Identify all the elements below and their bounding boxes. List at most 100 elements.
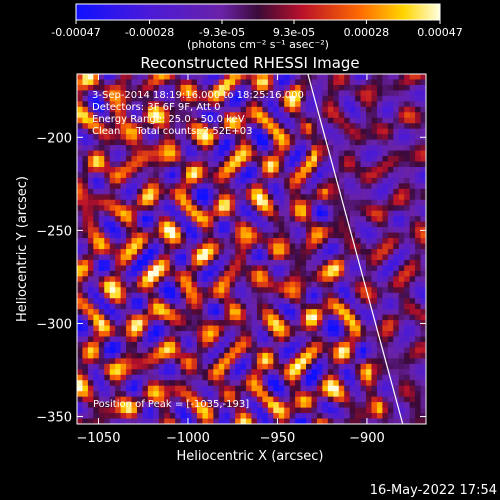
heatmap-cell: [289, 363, 296, 370]
heatmap-cell: [147, 402, 154, 408]
heatmap-cell: [235, 117, 241, 124]
heatmap-cell: [415, 363, 421, 370]
heatmap-cell: [360, 391, 367, 398]
heatmap-cell: [186, 166, 192, 173]
heatmap-cell: [142, 216, 149, 223]
heatmap-cell: [109, 380, 116, 387]
heatmap-cell: [109, 336, 116, 343]
heatmap-cell: [207, 341, 214, 348]
heatmap-cell: [322, 292, 329, 299]
heatmap-cell: [153, 287, 160, 294]
heatmap-cell: [164, 309, 171, 316]
heatmap-cell: [109, 303, 116, 310]
heatmap-cell: [77, 303, 83, 310]
heatmap-cell: [213, 325, 220, 332]
heatmap-cell: [207, 112, 214, 119]
heatmap-cell: [104, 101, 111, 108]
heatmap-cell: [306, 128, 312, 135]
heatmap-cell: [295, 347, 301, 354]
heatmap-cell: [164, 259, 171, 266]
heatmap-cell: [360, 238, 367, 244]
heatmap-cell: [420, 232, 426, 239]
heatmap-cell: [355, 352, 361, 359]
heatmap-cell: [338, 314, 345, 321]
heatmap-cell: [109, 254, 116, 261]
heatmap-cell: [256, 254, 263, 261]
heatmap-cell: [409, 210, 416, 217]
heatmap-cell: [306, 156, 312, 162]
heatmap-cell: [376, 172, 383, 179]
heatmap-cell: [77, 402, 83, 408]
heatmap-cell: [333, 380, 340, 387]
heatmap-cell: [131, 101, 138, 108]
heatmap-cell: [420, 210, 426, 217]
heatmap-cell: [109, 309, 116, 316]
heatmap-cell: [142, 391, 149, 398]
heatmap-cell: [284, 292, 291, 299]
heatmap-cell: [186, 407, 192, 414]
heatmap-cell: [333, 95, 340, 102]
heatmap-cell: [235, 347, 241, 354]
heatmap-cell: [224, 413, 231, 419]
heatmap-cell: [120, 374, 127, 381]
heatmap-cell: [256, 259, 263, 266]
heatmap-cell: [387, 210, 394, 217]
heatmap-cell: [180, 238, 187, 244]
heatmap-cell: [147, 95, 154, 102]
heatmap-cell: [131, 90, 138, 97]
heatmap-cell: [202, 172, 209, 179]
heatmap-cell: [235, 369, 241, 376]
heatmap-cell: [104, 352, 111, 359]
heatmap-cell: [126, 281, 132, 288]
heatmap-cell: [136, 106, 143, 113]
heatmap-cell: [202, 194, 209, 201]
heatmap-cell: [196, 188, 203, 195]
heatmap-cell: [327, 249, 334, 255]
heatmap-cell: [393, 320, 400, 326]
annotation-counts: Clean Total counts: 2.52E+03: [92, 126, 252, 137]
heatmap-cell: [327, 199, 334, 206]
heatmap-cell: [235, 166, 241, 173]
heatmap-cell: [98, 347, 105, 354]
heatmap-cell: [267, 156, 274, 162]
heatmap-cell: [284, 177, 291, 184]
heatmap-cell: [251, 177, 258, 184]
heatmap-cell: [191, 413, 198, 419]
heatmap-cell: [398, 336, 405, 343]
heatmap-cell: [420, 161, 426, 168]
heatmap-cell: [267, 221, 274, 228]
heatmap-cell: [284, 161, 291, 168]
heatmap-cell: [404, 249, 411, 255]
heatmap-cell: [191, 84, 198, 91]
heatmap-cell: [98, 216, 105, 223]
heatmap-cell: [284, 227, 291, 233]
heatmap-cell: [349, 413, 356, 419]
heatmap-cell: [366, 309, 372, 316]
heatmap-cell: [126, 374, 132, 381]
heatmap-cell: [131, 281, 138, 288]
heatmap-cell: [256, 369, 263, 376]
heatmap-cell: [169, 358, 176, 365]
heatmap-cell: [180, 347, 187, 354]
heatmap-cell: [240, 166, 247, 173]
heatmap-cell: [136, 303, 143, 310]
heatmap-cell: [300, 396, 307, 403]
heatmap-cell: [387, 396, 394, 403]
heatmap-cell: [77, 276, 83, 283]
heatmap-cell: [87, 418, 94, 424]
heatmap-cell: [300, 199, 307, 206]
heatmap-cell: [267, 117, 274, 124]
heatmap-cell: [169, 74, 176, 80]
heatmap-cell: [104, 265, 111, 272]
heatmap-cell: [256, 74, 263, 80]
heatmap-cell: [278, 320, 285, 326]
heatmap-cell: [224, 347, 231, 354]
heatmap-cell: [322, 232, 329, 239]
heatmap-cell: [191, 347, 198, 354]
heatmap-cell: [289, 385, 296, 392]
heatmap-cell: [371, 352, 378, 359]
heatmap-cell: [355, 221, 361, 228]
heatmap-cell: [202, 385, 209, 392]
heatmap-cell: [278, 380, 285, 387]
heatmap-cell: [153, 112, 160, 119]
